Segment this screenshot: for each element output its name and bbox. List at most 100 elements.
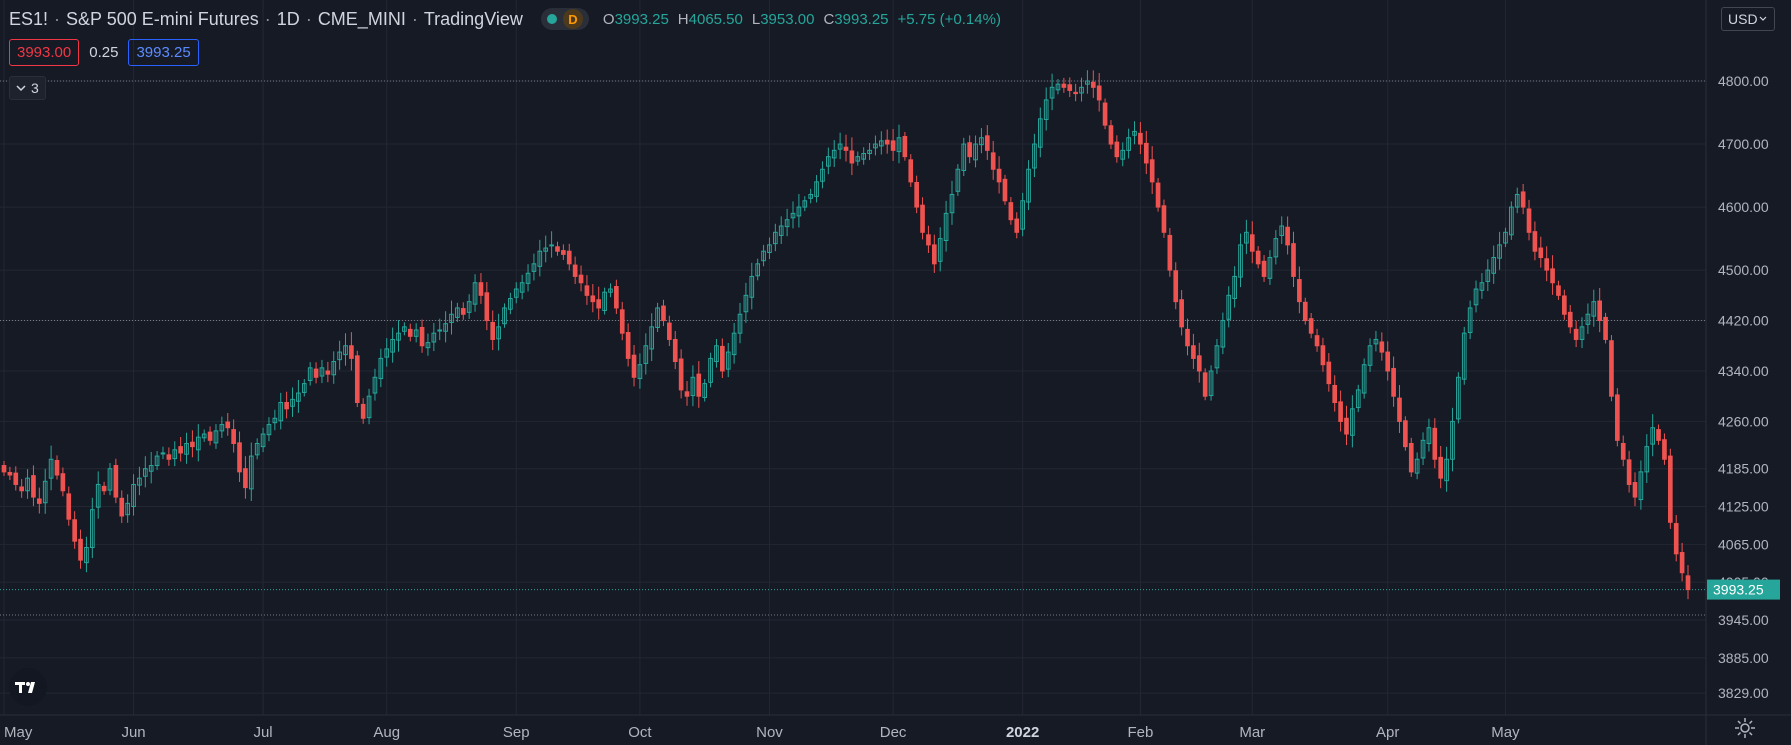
candle-body [914,181,919,208]
buy-sell-panel[interactable]: 3993.00 0.25 3993.25 [9,39,199,66]
candle [1638,460,1644,510]
delayed-data-badge[interactable]: D [562,9,583,29]
candle-body [89,509,95,549]
candle-body [1626,459,1632,485]
candle [95,471,101,519]
indicators-toggle-button[interactable]: 3 [9,76,46,100]
time-tick-label: Mar [1239,724,1265,741]
candle [619,301,625,341]
candlestick-series[interactable] [1,70,1691,600]
candle-body [1067,84,1073,91]
symbol-ticker[interactable]: ES1! [9,8,49,29]
candle [413,323,419,343]
candle-body [1620,442,1626,460]
interval-label[interactable]: 1D [276,8,300,29]
candle [1314,328,1320,352]
candle [260,427,266,453]
candle [166,447,172,466]
candle [808,188,813,204]
candle [472,274,478,312]
candle-body [1361,364,1367,394]
candle [349,332,354,371]
gear-icon[interactable] [1734,717,1756,739]
price-tick-label: 4420.00 [1718,313,1769,329]
candle [243,456,248,499]
candle [1,461,7,476]
price-tick-label: 4260.00 [1718,413,1769,429]
candle-body [1014,218,1020,233]
candle-body [831,149,837,159]
candle [525,264,531,292]
candle [201,429,207,442]
candle [142,456,148,488]
candle [549,231,554,258]
candle-body [1538,247,1544,259]
candle-body [1562,295,1567,315]
candle [225,412,231,436]
candle-body [1120,149,1126,160]
candle-body [1456,376,1461,420]
sell-price-button[interactable]: 3993.00 [9,39,80,66]
candle-body [537,250,543,267]
candle-body [649,326,655,350]
currency-selector[interactable]: USD [1721,7,1775,31]
candle [1444,446,1449,492]
tradingview-logo-icon[interactable] [9,668,47,706]
candle [949,180,955,225]
candle [1291,231,1296,288]
candle-body [1497,244,1502,259]
candle-body [1149,159,1155,183]
candle-body [272,417,278,424]
candle [1485,259,1491,292]
candle-body [443,323,448,332]
candle [396,320,401,352]
candle-body [937,238,943,262]
candle [984,125,990,160]
candle-body [113,465,119,498]
candle [708,352,713,388]
market-status-pill[interactable]: D [540,8,589,30]
candle [178,436,183,462]
symbol-header[interactable]: ES1! · S&P 500 E-mini Futures · 1D · CME… [9,7,1001,31]
candle [1114,135,1120,163]
candle-body [596,299,602,309]
candle [1603,312,1608,344]
last-price-marker [1707,579,1780,600]
candle [107,463,113,496]
candle [431,322,437,352]
candle-body [855,156,861,162]
candle-body [1615,394,1620,441]
price-tick-label: 4185.00 [1718,461,1769,477]
candle-body [1096,85,1102,101]
candle [508,292,513,315]
candle [1367,338,1373,372]
candle [254,438,260,460]
candle-body [1679,552,1685,574]
buy-price-button[interactable]: 3993.25 [128,39,199,66]
candle-body [808,193,813,199]
candle-body [1597,300,1603,322]
symbol-description[interactable]: S&P 500 E-mini Futures [66,8,259,29]
candle [119,490,125,524]
candle [60,467,66,497]
candle-body [1609,340,1614,397]
price-axis[interactable]: 3829.003885.003945.004005.004065.004125.… [1707,73,1780,701]
time-axis[interactable]: May Jun Jul Aug Sep Oct Nov Dec 2022 Feb Mar Apr May [4,724,1520,741]
candle-body [1668,455,1673,523]
separator: · [411,8,418,29]
candle [778,216,784,245]
candle-body [1061,83,1067,88]
candle-body [672,338,678,363]
candle [802,196,808,212]
candle [266,417,272,442]
candle [566,243,572,271]
candle [1491,245,1497,284]
candle [513,282,519,304]
candle-body [743,294,749,313]
candle [384,338,390,367]
candle [1208,365,1214,401]
candle-body [119,497,125,517]
candle-body [260,433,266,448]
candle-body [714,345,719,363]
